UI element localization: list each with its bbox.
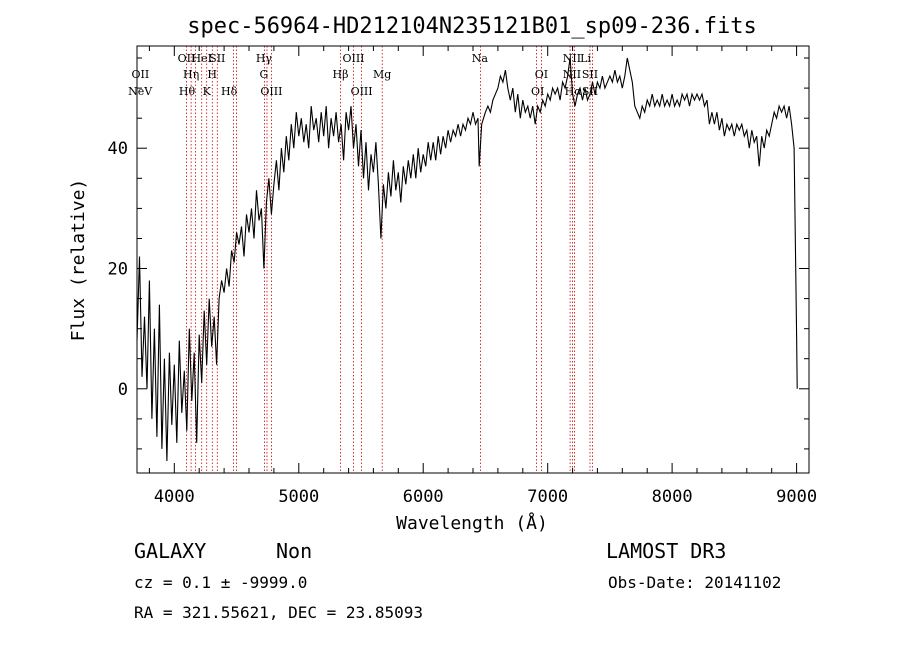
spectral-line-label: OII bbox=[178, 52, 196, 65]
spectral-line-labels: NeVOIIOIIHθHηHeIKHSIIHδHγGOIIIHβOIIIOIII… bbox=[128, 52, 598, 98]
y-tick-label: 0 bbox=[118, 380, 128, 400]
spectral-line-label: Hθ bbox=[179, 85, 196, 98]
spectral-line-label: OIII bbox=[260, 85, 282, 98]
chart-title: spec-56964-HD212104N235121B01_sp09-236.f… bbox=[187, 14, 757, 39]
spectral-line-label: OIII bbox=[342, 52, 364, 65]
survey-name: LAMOST DR3 bbox=[606, 539, 727, 563]
x-axis-label: Wavelength (Å) bbox=[396, 512, 548, 534]
spectral-line-label: HeI bbox=[191, 52, 211, 65]
axis-ticks: 4000 5000 6000 7000 8000 9000 0 20 40 bbox=[108, 46, 817, 507]
spectral-line-label: K bbox=[203, 85, 212, 98]
spectral-line-label: Hδ bbox=[221, 85, 238, 98]
spectral-line-label: NeV bbox=[128, 85, 153, 98]
ra-dec-coords: RA = 321.55621, DEC = 23.85093 bbox=[134, 603, 423, 622]
object-subclass: Non bbox=[276, 539, 313, 563]
spectral-line-label: OII bbox=[132, 68, 150, 81]
x-tick-label: 8000 bbox=[652, 487, 693, 507]
spectral-line-label: Hβ bbox=[333, 68, 349, 81]
spectral-line-label: SII bbox=[582, 68, 598, 81]
x-tick-label: 5000 bbox=[278, 487, 319, 507]
spectral-line-label: G bbox=[260, 68, 269, 81]
y-axis-label: Flux (relative) bbox=[68, 179, 89, 342]
redshift-cz: cz = 0.1 ± -9999.0 bbox=[134, 573, 308, 592]
spectral-line-label: Hη bbox=[183, 68, 199, 81]
y-tick-label: 20 bbox=[108, 260, 128, 280]
spectrum-line bbox=[136, 57, 798, 462]
obs-date: Obs-Date: 20141102 bbox=[608, 573, 782, 592]
spectral-line-label: OI bbox=[531, 85, 544, 98]
spectral-line-label: SII bbox=[209, 52, 225, 65]
x-tick-label: 7000 bbox=[527, 487, 568, 507]
spectral-line-label: Li bbox=[580, 52, 591, 65]
spectral-line-label: Mg bbox=[373, 68, 391, 81]
x-tick-label: 4000 bbox=[154, 487, 195, 507]
spectral-line-label: H bbox=[207, 68, 217, 81]
line-markers bbox=[186, 46, 593, 473]
spectral-line-label: Hγ bbox=[256, 52, 273, 65]
x-tick-label: 9000 bbox=[776, 487, 817, 507]
y-tick-label: 40 bbox=[108, 139, 128, 159]
x-tick-label: 6000 bbox=[403, 487, 444, 507]
spectral-line-label: Na bbox=[472, 52, 489, 65]
spectral-line-label: OIII bbox=[351, 85, 373, 98]
spectral-line-label: OI bbox=[535, 68, 548, 81]
spectral-line-label: NII bbox=[563, 52, 581, 65]
object-class: GALAXY bbox=[134, 539, 207, 563]
